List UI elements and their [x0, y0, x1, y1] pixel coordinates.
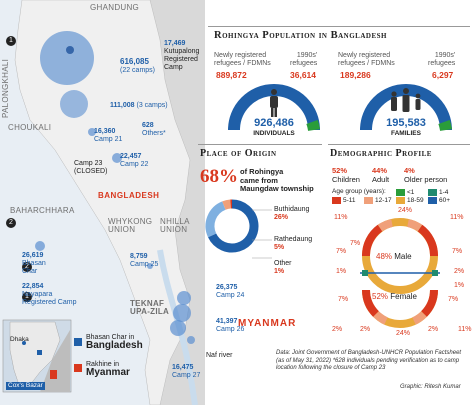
camp-27: 16,475 Camp 27: [172, 364, 201, 379]
age-legend-12-17: 12-17: [364, 196, 392, 205]
label-palongkhali: PALONGKHALI: [1, 58, 10, 118]
camp-3-camps: 111,008 (3 camps): [110, 102, 168, 109]
demo-children: 52% Children: [332, 166, 360, 184]
individuals-total-label: INDIVIDUALS: [253, 130, 295, 137]
ring-label-4: 7%: [338, 296, 349, 303]
families-gauge: [360, 84, 452, 131]
age-legend-60plus: 60+: [428, 196, 450, 205]
graphic-credit: Graphic: Ritesh Kumar: [400, 384, 461, 390]
ring-label-11: 1%: [454, 282, 465, 289]
male-label: 48% Male: [376, 252, 412, 261]
label-myanmar-map: MYANMAR: [238, 318, 297, 329]
camp-map: [0, 0, 205, 405]
camp-bhasan-char: 26,619 Bhasan Char: [22, 252, 46, 275]
families-registered-value: 189,286: [340, 70, 371, 80]
marker-1-inset: 1: [22, 292, 32, 302]
origin-slice-rathedaung: [222, 199, 232, 210]
ring-label-3: 1%: [336, 268, 347, 275]
ring-label-15: 7%: [350, 240, 361, 247]
age-group-title: Age group (years):: [332, 188, 386, 195]
families-total: 195,583: [386, 117, 426, 129]
origin-label-other: Other 1%: [274, 260, 292, 275]
camp-21: 16,360 Camp 21: [94, 128, 123, 143]
camp-nayapara: 22,854 Nayapara Registered Camp: [22, 283, 77, 306]
ring-label-9: 24%: [398, 207, 413, 214]
camp-others: 628 Others*: [142, 122, 166, 137]
individuals-registered-value: 889,872: [216, 70, 247, 80]
origin-label-rathedaung: Rathedaung 5%: [274, 236, 313, 251]
label-nhilla: NHILLA UNION: [160, 217, 190, 234]
ring-label-2: 7%: [336, 248, 347, 255]
inset-dhaka: Dhaka: [10, 336, 29, 343]
origin-leader-lines: [252, 209, 272, 259]
population-rule: [208, 26, 470, 27]
age-legend-1-4: 1-4: [428, 188, 448, 197]
marker-1-top: 1: [6, 36, 16, 46]
legend-bhasan: Bhasan Char in Bangladesh: [86, 334, 143, 351]
label-baharchhara: BAHARCHHARA: [10, 206, 75, 215]
origin-headline-pct: 68%: [200, 166, 238, 187]
ring-label-1: 11%: [334, 214, 348, 221]
camp-26: 41,397 Camp 26: [216, 318, 245, 333]
age-legend-18-59: 18-59: [396, 196, 424, 205]
origin-slice-buthidaung: [205, 201, 226, 238]
inset-coxs-bazar: Cox's Bazar: [6, 382, 45, 390]
ring-label-7: 7%: [452, 248, 463, 255]
origin-headline-text: of Rohingya came from Maungdaw township: [240, 167, 314, 193]
demographic-title: Demographic Profile: [330, 148, 432, 159]
label-ghandung: GHANDUNG: [90, 3, 140, 12]
ring-label-14: 11%: [458, 326, 472, 333]
camp-23: Camp 23 (CLOSED): [74, 160, 108, 175]
camp-24: 26,375 Camp 24: [216, 284, 245, 299]
ring-label-8: 2%: [454, 268, 465, 275]
demographic-ring: [360, 218, 440, 328]
origin-title: Place of Origin: [200, 148, 277, 159]
camp-kutupalong: 17,469 Kutupalong Registered Camp: [164, 40, 200, 71]
origin-donut: [205, 199, 259, 253]
families-1990s-value: 6,297: [432, 70, 454, 80]
label-choukali: CHOUKALI: [8, 123, 52, 132]
label-teknaf: TEKNAF UPA-ZILA: [130, 299, 170, 316]
individuals-1990s-value: 36,614: [290, 70, 316, 80]
individuals-1990s-label: 1990s' refugees: [290, 52, 318, 67]
origin-rule: [198, 144, 322, 145]
camp-22-camps: 616,085 (22 camps): [120, 57, 156, 75]
demographic-rule: [328, 144, 470, 145]
age-legend-5-11: 5-11: [332, 196, 356, 205]
families-registered-label: Newly registered refugees / FDMNs: [338, 52, 395, 67]
individuals-total: 926,486: [254, 117, 294, 129]
label-bangladesh: BANGLADESH: [98, 191, 160, 200]
demo-adult: 44% Adult: [372, 166, 390, 184]
ring-label-6: 11%: [450, 214, 464, 221]
ring-label-13: 2%: [428, 326, 439, 333]
ring-label-10: 7%: [448, 296, 459, 303]
origin-slice-maungdaw: [208, 199, 259, 253]
population-title: Rohingya Population in Bangladesh: [214, 30, 387, 41]
ring-label-12: 2%: [360, 326, 371, 333]
camp-25: 8,759 Camp 25: [130, 253, 159, 268]
source-note: Data: Joint Government of Bangladesh-UNH…: [276, 350, 462, 371]
individuals-gauge: [228, 84, 320, 131]
origin-label-buthidaung: Buthidaung 26%: [274, 206, 310, 221]
marker-2-inset: 2: [22, 262, 32, 272]
individuals-registered-label: Newly registered refugees / FDMNs: [214, 52, 271, 67]
families-total-label: FAMILIES: [391, 130, 421, 137]
marker-2-left: 2: [6, 218, 16, 228]
demo-older: 4% Older person: [404, 166, 448, 184]
legend-rakhine: Rakhine in Myanmar: [86, 361, 130, 378]
female-label: 52% Female: [372, 292, 417, 301]
label-naf-river: Naf river: [206, 352, 233, 359]
age-legend-lt1: <1: [396, 188, 414, 197]
label-whykong: WHYKONG UNION: [108, 217, 153, 234]
ring-label-5: 2%: [332, 326, 343, 333]
ring-label-16: 24%: [396, 330, 411, 337]
families-1990s-label: 1990s' refugees: [428, 52, 456, 67]
camp-22: 22,457 Camp 22: [120, 153, 149, 168]
